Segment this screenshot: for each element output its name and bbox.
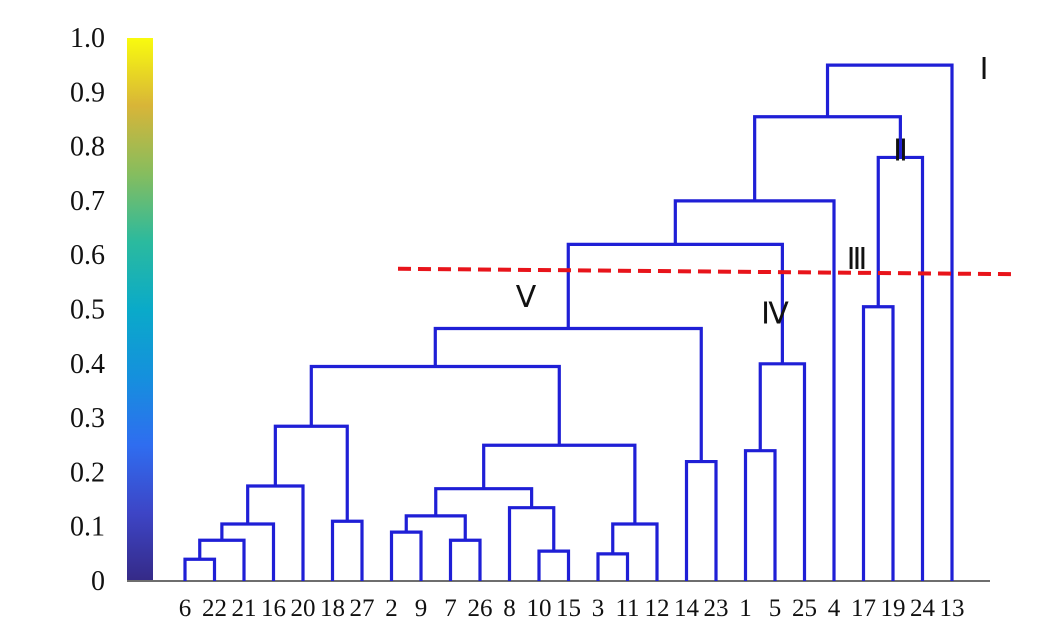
leaf-label: 26 [468,595,493,622]
colorbar [127,38,153,581]
dendrogram-link [758,362,807,581]
dendrogram-link [183,557,217,581]
dendrogram-link [566,242,784,364]
y-tick-label: 0.3 [70,403,105,434]
leaf-label: 22 [202,595,227,622]
dendrogram-link [434,487,534,516]
leaf-label: 17 [851,595,876,622]
dendrogram-link [861,305,895,581]
leaf-label: 15 [556,595,581,622]
leaf-label: 20 [291,595,316,622]
leaf-label: 19 [881,595,906,622]
dendrogram-link [404,514,467,541]
dendrogram-link [537,549,571,581]
dendrogram-link [273,424,349,522]
leaf-label: 18 [320,595,345,622]
leaf-label: 12 [645,595,670,622]
cluster-label: Ⅱ [893,135,908,168]
y-tick-labels: 0 0.1 0.2 0.3 0.4 0.5 0.6 0.7 0.8 0.9 1.0 [70,23,105,597]
leaf-label: 10 [527,595,552,622]
dendrogram-link [433,326,703,462]
dendrogram-link [507,506,556,581]
leaf-label: 5 [769,595,782,622]
leaf-label: 25 [792,595,817,622]
leaf-labels: 6 22 21 16 20 18 27 2 9 7 26 8 10 15 3 11 12 14 23 1 5 25 4 17 1… [179,595,965,622]
dendrogram-link [220,522,276,581]
dendrogram-link [673,199,836,581]
leaf-label: 3 [592,595,605,622]
leaf-label: 27 [350,595,375,622]
cluster-label: Ⅲ [847,243,868,276]
dendrogram-link [876,155,925,581]
dendrogram-link [448,538,482,581]
y-tick-label: 0.4 [70,349,105,380]
y-tick-label: 0 [91,566,105,597]
leaf-label: 9 [415,595,428,622]
leaf-label: 6 [179,595,192,622]
leaf-label: 7 [444,595,457,622]
dendrogram-links [183,63,954,581]
dendrogram-link [246,484,305,581]
leaf-label: 11 [615,595,639,622]
y-tick-label: 0.7 [70,186,105,217]
y-tick-label: 0.5 [70,295,105,326]
leaf-label: 24 [910,595,936,622]
leaf-label: 21 [232,595,257,622]
leaf-label: 13 [940,595,965,622]
cut-line [397,266,1017,277]
leaf-label: 14 [674,595,700,622]
dendrogram-link [389,530,423,581]
cluster-label: Ⅰ [980,53,989,86]
y-tick-label: 0.1 [70,512,105,543]
leaf-label: 8 [503,595,516,622]
leaf-label: 16 [261,595,286,622]
dendrogram-link [482,443,637,524]
dendrogram-link [330,519,364,581]
y-tick-label: 0.8 [70,132,105,163]
leaf-label: 4 [828,595,841,622]
y-tick-label: 0.9 [70,77,105,108]
dendrogram-link [825,63,954,581]
leaf-label: 2 [385,595,398,622]
cluster-labels: Ⅰ Ⅱ Ⅲ Ⅳ Ⅴ [516,53,989,330]
dendrogram-link [684,459,718,581]
y-tick-label: 1.0 [70,23,105,54]
leaf-label: 1 [739,595,752,622]
y-tick-label: 0.2 [70,457,105,488]
leaf-label: 23 [704,595,729,622]
y-tick-label: 0.6 [70,240,105,271]
dendrogram-link [743,449,777,581]
dendrogram-link [596,552,630,581]
cluster-label: Ⅴ [516,281,537,314]
cluster-label: Ⅳ [761,298,789,331]
